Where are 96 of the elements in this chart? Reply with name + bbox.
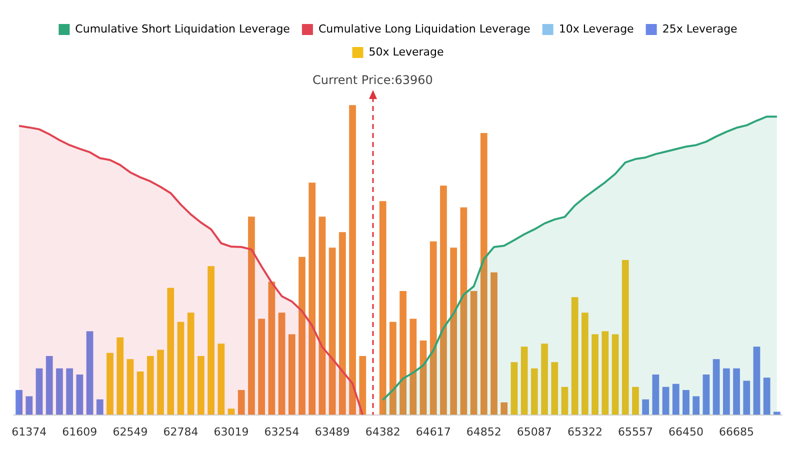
bar (774, 412, 780, 415)
bar (632, 386, 639, 415)
x-tick-label: 66685 (719, 425, 754, 438)
bar (258, 318, 266, 415)
bar (652, 374, 660, 415)
bar (420, 340, 427, 415)
bar (136, 371, 144, 415)
bar (722, 368, 730, 415)
text: Current Price:63960 (312, 73, 433, 88)
bar (349, 105, 356, 415)
x-tick-label: 64852 (466, 425, 502, 438)
bar (268, 282, 276, 415)
x-tick-label: 64617 (416, 425, 451, 438)
x-tick-label: 65087 (516, 425, 552, 438)
bar (248, 216, 255, 415)
bar (86, 331, 94, 415)
bar (328, 248, 336, 415)
bar (450, 248, 458, 415)
bar (530, 368, 538, 415)
bar (612, 334, 619, 415)
bar (622, 260, 629, 415)
bar (308, 182, 316, 415)
bar (96, 399, 104, 415)
bar (338, 232, 346, 415)
bar (379, 201, 386, 415)
bar (106, 352, 114, 415)
legend-label: Cumulative Short Liquidation Leverage (75, 22, 290, 36)
bar (743, 380, 750, 415)
x-tick-label: 66450 (668, 425, 704, 438)
bar (763, 378, 770, 415)
x-tick-label: 61609 (62, 425, 98, 438)
legend-label: Cumulative Long Liquidation Leverage (318, 22, 531, 36)
bar (56, 368, 63, 415)
bar (490, 272, 498, 415)
bar (682, 390, 690, 415)
bar (146, 356, 154, 415)
bar (551, 362, 558, 415)
x-tick-label: 63019 (214, 425, 249, 438)
x-tick-label: 63254 (264, 425, 300, 438)
bar (733, 368, 740, 415)
bar (400, 290, 406, 415)
bar (66, 368, 74, 415)
x-tick-label: 63489 (314, 425, 350, 438)
bar (692, 396, 700, 415)
bar (76, 374, 84, 415)
bar (187, 312, 194, 415)
bar (571, 297, 578, 415)
bar (167, 288, 174, 415)
bar (288, 334, 296, 415)
bar (480, 133, 488, 415)
legend-label: 10x Leverage (558, 22, 634, 36)
bar (116, 337, 124, 415)
x-tick-label: 65557 (618, 425, 653, 438)
bar (157, 350, 164, 415)
bar (592, 334, 598, 415)
bar (561, 386, 568, 415)
bar (208, 266, 214, 415)
bar (218, 344, 225, 415)
bar (238, 390, 245, 415)
bar (602, 331, 609, 415)
bar (318, 216, 326, 415)
bar (16, 390, 22, 415)
bar (712, 359, 720, 415)
bar (440, 186, 447, 415)
bar (662, 386, 670, 415)
legend-label: 25x Leverage (662, 22, 738, 36)
bar (520, 346, 528, 415)
bar (541, 344, 548, 415)
x-tick-label: 62784 (163, 425, 198, 438)
bar (26, 396, 33, 415)
legend-label: 50x Leverage (368, 45, 444, 58)
bar (642, 399, 650, 415)
bar (359, 356, 366, 415)
bar (672, 384, 680, 415)
bar (278, 312, 286, 415)
x-tick-label: 65322 (567, 425, 602, 438)
bar (126, 359, 134, 415)
bar (753, 346, 760, 415)
bar (410, 318, 417, 415)
bar (228, 408, 235, 415)
bar (500, 402, 508, 415)
bar (36, 368, 43, 415)
bar (460, 207, 468, 415)
bar (470, 290, 478, 415)
bar (702, 374, 710, 415)
x-tick-label: 62549 (112, 425, 148, 438)
bar (177, 322, 184, 415)
bar (582, 312, 588, 415)
bar (198, 356, 204, 415)
bar (510, 362, 518, 415)
x-tick-label: 61374 (12, 425, 47, 438)
bar (298, 256, 306, 415)
bar (46, 356, 53, 415)
x-tick-label: 64382 (365, 425, 400, 438)
bar (390, 322, 396, 415)
bar (430, 241, 437, 415)
